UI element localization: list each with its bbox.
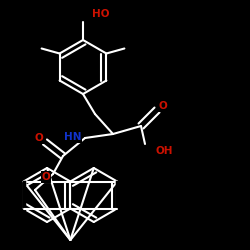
Text: O: O	[34, 133, 43, 143]
Text: HO: HO	[92, 9, 110, 19]
Text: O: O	[42, 172, 50, 182]
Text: O: O	[159, 101, 168, 111]
Text: HN: HN	[64, 132, 82, 142]
Text: OH: OH	[155, 146, 172, 156]
